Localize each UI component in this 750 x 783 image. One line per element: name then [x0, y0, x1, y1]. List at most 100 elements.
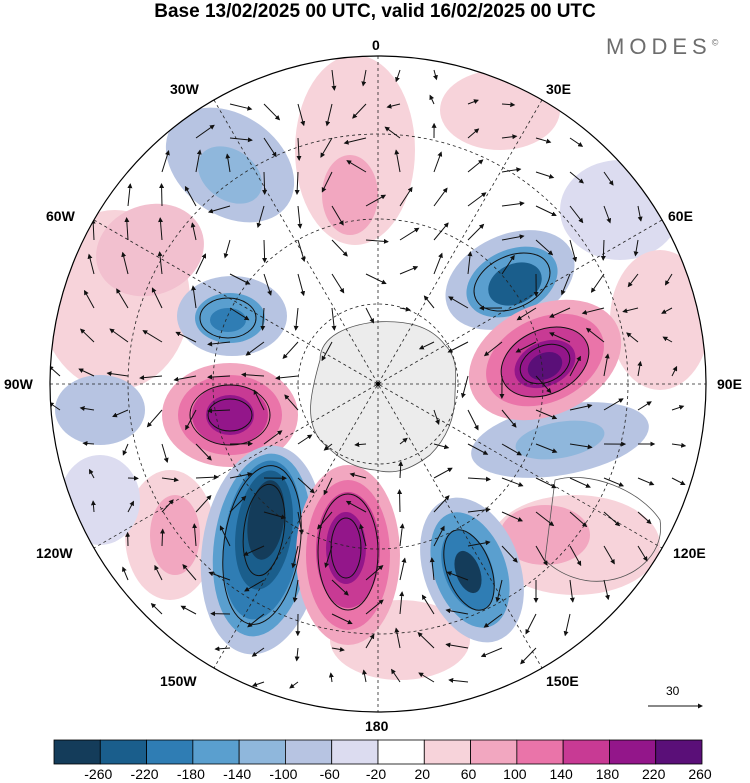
wind-arrow: [294, 171, 300, 195]
wind-arrow: [331, 273, 345, 294]
contour-lines: [189, 252, 590, 625]
wind-arrow: [354, 442, 367, 448]
wind-arrow: [399, 306, 411, 312]
wind-arrow: [195, 149, 202, 173]
wind-arrow: [501, 134, 518, 140]
wind-arrow: [263, 273, 272, 296]
wind-arrow: [142, 330, 163, 343]
wind-arrow: [214, 646, 231, 652]
wind-arrow: [433, 495, 450, 513]
reference-vector-label: 30: [666, 684, 680, 698]
wind-arrow: [637, 545, 648, 562]
wind-arrow: [297, 103, 306, 127]
wind-arrow: [292, 579, 299, 603]
wind-arrow: [297, 434, 313, 445]
wind-arrow: [207, 408, 231, 414]
wind-arrow: [161, 477, 179, 483]
wind-arrow: [661, 307, 673, 314]
colorbar-swatch: [238, 739, 286, 765]
wind-arrow: [560, 273, 571, 296]
wind-arrow: [112, 409, 129, 418]
wind-arrow: [244, 579, 265, 592]
wind-arrow: [398, 460, 404, 479]
wind-arrow: [569, 171, 584, 184]
wind-arrow: [251, 647, 265, 657]
graticule: [50, 56, 706, 712]
wind-arrow: [467, 251, 473, 275]
wind-arrow: [78, 368, 95, 377]
wind-arrow: [535, 443, 558, 453]
wind-arrow: [569, 403, 593, 411]
wind-arrow: [633, 239, 639, 257]
wind-arrow: [467, 507, 491, 513]
colorbar-tick-label: 20: [414, 766, 431, 782]
wind-arrow: [495, 579, 503, 603]
wind-arrow: [245, 341, 265, 356]
copyright-mark: ©: [711, 37, 719, 48]
wind-arrow: [121, 251, 129, 275]
wind-arrow: [569, 205, 584, 224]
wind-arrow: [603, 511, 621, 527]
wind-arrow: [79, 328, 95, 343]
wind-arrow: [229, 137, 253, 143]
wind-arrow: [399, 227, 420, 241]
wind-arrow: [359, 523, 367, 547]
wind-arrow: [184, 185, 197, 207]
wind-arrow: [297, 511, 304, 535]
wind-arrow: [324, 545, 333, 568]
wind-arrow: [637, 511, 652, 525]
wind-arrow: [323, 477, 333, 496]
wind-arrow: [535, 239, 554, 256]
colorbar-tick-label: -180: [176, 766, 205, 782]
wind-arrow: [297, 477, 315, 494]
wind-arrow: [294, 647, 300, 662]
wind-arrow: [637, 205, 643, 222]
wind-arrow: [637, 401, 652, 411]
wind-arrow: [352, 103, 367, 119]
wind-arrow: [535, 511, 555, 527]
colorbar-swatch: [53, 739, 101, 765]
colorbar-tick-label: 220: [642, 766, 666, 782]
colorbar-swatch: [423, 739, 471, 765]
wind-arrow: [418, 341, 435, 350]
wind-arrow: [585, 327, 605, 343]
colorbar-tick-label: 180: [595, 766, 620, 782]
wind-arrow: [399, 591, 405, 615]
map-border: [49, 55, 707, 713]
wind-arrow: [182, 564, 197, 581]
lon-label-120w: 120W: [36, 545, 73, 561]
colorbar-swatch: [192, 739, 240, 765]
wind-arrow: [445, 608, 469, 615]
wind-arrow: [569, 545, 582, 567]
wind-arrow: [417, 632, 435, 649]
wind-arrow: [331, 579, 349, 596]
wind-arrow: [569, 511, 588, 528]
wind-arrow: [433, 525, 445, 547]
wind-arrow: [429, 557, 435, 581]
colorbar-swatch: [146, 739, 194, 765]
wind-arrow: [365, 599, 384, 615]
wind-arrow: [161, 499, 174, 513]
colorbar-swatch: [516, 739, 564, 765]
wind-arrow: [207, 374, 231, 380]
wind-arrow: [662, 336, 673, 343]
brand-text: MODES: [606, 34, 712, 59]
anticyclone-100w: [162, 363, 298, 467]
wind-arrow: [331, 613, 353, 625]
wind-arrow: [563, 613, 571, 637]
wind-arrow: [151, 287, 163, 309]
wind-arrow: [365, 307, 374, 324]
wind-arrow: [467, 540, 491, 547]
wind-arrow: [603, 353, 610, 377]
wind-arrow: [282, 341, 299, 360]
wind-arrow: [395, 69, 401, 83]
anticyclone-170w: [296, 465, 400, 645]
wind-arrow: [207, 205, 231, 214]
wind-arrow: [627, 273, 639, 288]
colorbar-swatch: [331, 739, 379, 765]
wind-arrow: [600, 239, 606, 261]
wind-arrow: [483, 613, 503, 628]
wind-arrow: [626, 332, 639, 343]
wind-arrow: [263, 430, 283, 445]
wind-arrow: [446, 571, 469, 581]
